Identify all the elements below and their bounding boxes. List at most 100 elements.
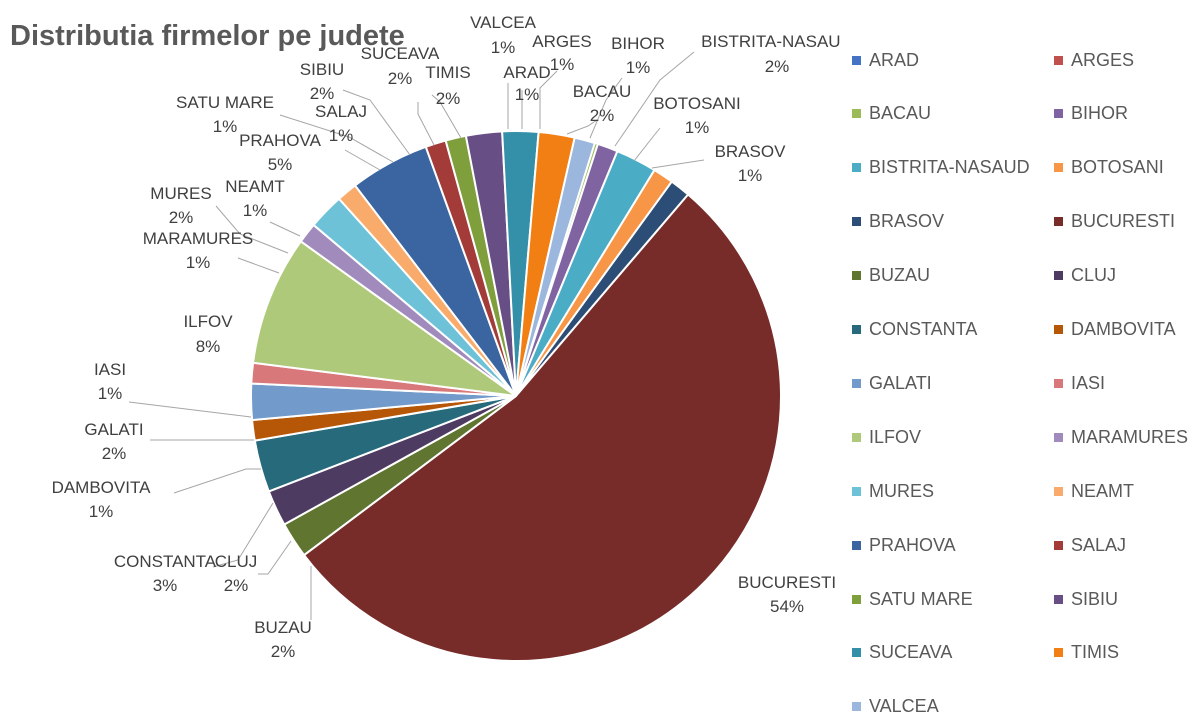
data-value-timis: 2% (436, 89, 461, 108)
legend-swatch (852, 325, 861, 334)
legend-item-satu-mare: SATU MARE (852, 587, 973, 611)
data-label-botosani: BOTOSANI (653, 94, 741, 113)
data-value-bacau: 2% (590, 106, 615, 125)
pie-slice-valcea (515, 136, 597, 397)
legend-swatch (852, 109, 861, 119)
data-label-bihor: BIHOR (611, 34, 665, 53)
legend-swatch (1054, 540, 1063, 550)
legend-swatch (852, 271, 861, 281)
data-label-bacau: BACAU (573, 82, 632, 101)
data-label-valcea: VALCEA (470, 13, 536, 32)
data-label-suceava: SUCEAVA (361, 44, 440, 63)
data-value-prahova: 5% (268, 155, 293, 174)
data-value-bihor: 1% (626, 58, 651, 77)
leader-line-arges (539, 70, 558, 129)
legend-swatch (852, 163, 861, 173)
data-label-brasov: BRASOV (715, 142, 787, 161)
legend-swatch (852, 378, 861, 388)
data-value-iasi: 1% (98, 384, 123, 403)
legend-swatch (1054, 271, 1063, 281)
leader-line-salaj (344, 149, 381, 171)
legend-label: CONSTANTA (869, 319, 978, 339)
legend-swatch (852, 55, 861, 65)
legend-label: BOTOSANI (1071, 157, 1164, 178)
pie-slices (250, 129, 782, 662)
data-label-prahova: PRAHOVA (239, 131, 322, 150)
legend-item-sibiu: SIBIU (1054, 587, 1118, 611)
legend-label: ARAD (869, 49, 920, 70)
data-value-constanta: 3% (153, 576, 178, 595)
data-label-cluj: CLUJ (215, 552, 258, 571)
legend-item-ilfov: ILFOV (852, 425, 921, 449)
legend-swatch (852, 702, 861, 712)
data-label-sibiu: SIBIU (300, 60, 344, 79)
legend-label: SATU MARE (869, 588, 973, 609)
data-label-bucuresti: BUCURESTI (738, 573, 836, 592)
data-label-arad: ARAD (503, 63, 550, 82)
pie-slice-ilfov (251, 239, 517, 397)
legend-item-botosani: BOTOSANI (1054, 156, 1164, 180)
legend-swatch (1054, 109, 1063, 119)
legend-item-bistrita-nasaud: BISTRITA-NASAUD (852, 156, 1030, 180)
data-value-botosani: 1% (685, 118, 710, 137)
pie-chart: ARAD 1% ARGES 1% BACAU 2% BIHOR 1% BISTRITA-NASA… (52, 13, 840, 662)
legend-item-suceava: SUCEAVA (852, 641, 952, 665)
legend-label: NEAMT (1071, 480, 1134, 501)
leader-lines (128, 51, 705, 620)
data-label-arges: ARGES (532, 32, 592, 51)
legend-swatch (1054, 217, 1063, 227)
leader-line-suceava (417, 102, 435, 146)
data-label-maramures: MARAMURES (143, 229, 254, 248)
data-label-constanta: CONSTANTA (114, 552, 217, 571)
data-value-bistrita-nasaud: 2% (765, 57, 790, 76)
legend-item-brasov: BRASOV (852, 210, 944, 234)
legend-swatch (1054, 55, 1063, 65)
legend-swatch (1054, 432, 1063, 442)
legend-label: IASI (1071, 372, 1106, 393)
data-value-buzau: 2% (271, 642, 296, 661)
data-value-maramures: 1% (186, 253, 211, 272)
data-labels: ARAD 1% ARGES 1% BACAU 2% BIHOR 1% BISTRITA-NASA… (52, 13, 840, 661)
legend-item-buzau: BUZAU (852, 264, 930, 288)
legend-item-iasi: IASI (1054, 371, 1105, 395)
legend-item-maramures: MARAMURES (1054, 425, 1188, 449)
legend-label: MURES (869, 480, 935, 501)
pie-slice-bucuresti (302, 193, 782, 662)
legend-label: SIBIU (1071, 588, 1119, 609)
data-label-neamt: NEAMT (225, 177, 285, 196)
leader-line-dambovita (173, 468, 261, 494)
data-value-dambovita: 1% (89, 502, 114, 521)
data-value-bucuresti: 54% (770, 597, 804, 616)
leader-line-timis (431, 94, 462, 139)
data-value-mures: 2% (169, 208, 194, 227)
data-label-bistrita-nasaud: BISTRITA-NASAUD (701, 32, 840, 51)
legend-item-bacau: BACAU (852, 102, 931, 126)
legend-label: MARAMURES (1071, 426, 1189, 447)
legend-label: DAMBOVITA (1071, 319, 1176, 339)
legend-label: BUZAU (869, 265, 931, 286)
legend-label: CLUJ (1071, 265, 1117, 286)
legend-item-cluj: CLUJ (1054, 264, 1116, 288)
leader-line-brasov (651, 159, 705, 169)
legend-swatch (852, 217, 861, 227)
legend-item-arad: ARAD (852, 48, 919, 72)
data-value-satu-mare: 1% (213, 117, 238, 136)
leader-line-bacau (566, 119, 598, 135)
legend-label: BUCURESTI (1071, 211, 1176, 232)
leader-line-maramures (237, 257, 280, 274)
leader-line-sibiu (342, 89, 411, 156)
data-value-sibiu: 2% (310, 84, 335, 103)
legend-item-bucuresti: BUCURESTI (1054, 210, 1175, 234)
legend-swatch (1054, 486, 1063, 496)
legend-swatch (1054, 378, 1063, 388)
legend-swatch (1054, 163, 1063, 173)
leader-line-bihor (589, 77, 623, 139)
data-label-dambovita: DAMBOVITA (52, 478, 152, 497)
leader-line-mures (215, 205, 289, 254)
legend-item-neamt: NEAMT (1054, 479, 1134, 503)
legend-swatch (852, 432, 861, 442)
leader-line-cluj (258, 540, 292, 575)
data-label-timis: TIMIS (425, 63, 470, 82)
leader-line-bistrita-nasaud (614, 51, 695, 147)
leader-line-constanta (212, 502, 274, 568)
